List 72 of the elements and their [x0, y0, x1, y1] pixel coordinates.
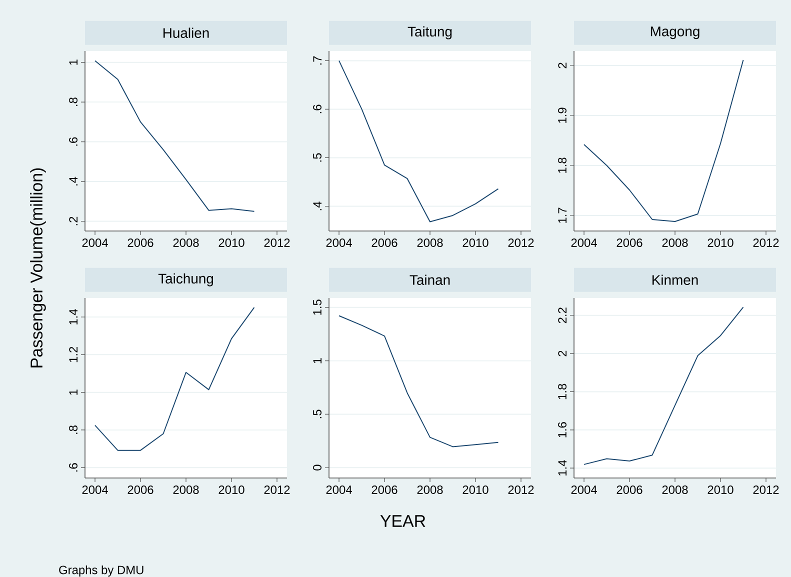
y-tick-label: .5 — [313, 153, 322, 162]
y-tick-label: 2 — [558, 62, 566, 68]
x-tick-label: 2010 — [708, 238, 734, 247]
x-tick-label: 2008 — [173, 486, 199, 494]
x-tick-label: 2012 — [753, 486, 779, 494]
chart-title: Magong — [650, 26, 700, 40]
y-tick-label: 1.4 — [69, 309, 78, 324]
chart-title: Taitung — [408, 26, 452, 40]
x-tick-label: 2004 — [82, 238, 108, 247]
y-tick-label: 1.9 — [558, 108, 566, 123]
x-tick-label: 2004 — [326, 486, 352, 494]
y-tick-label: 1.4 — [558, 460, 566, 476]
x-tick-label: 2012 — [753, 238, 779, 247]
x-tick-label: 2012 — [508, 238, 534, 247]
line-series — [94, 60, 255, 212]
y-tick-label: 1.8 — [558, 158, 566, 173]
x-tick-label: 2004 — [571, 238, 597, 247]
x-tick-label: 2012 — [508, 486, 534, 494]
y-tick-label: .5 — [313, 410, 322, 418]
y-tick-label: 1.5 — [313, 300, 322, 315]
x-tick-label: 2006 — [616, 486, 642, 494]
y-tick-label: 1.8 — [558, 384, 566, 400]
x-tick-label: 2006 — [372, 238, 398, 247]
line-series — [584, 60, 744, 222]
line-series — [338, 315, 499, 448]
y-tick-label: .6 — [69, 137, 78, 146]
chart-title: Tainan — [410, 274, 450, 285]
chart-title: Taichung — [158, 273, 214, 286]
x-tick-label: 2010 — [462, 238, 488, 247]
x-tick-label: 2008 — [662, 238, 688, 247]
y-tick-label: 2.2 — [558, 308, 566, 324]
y-tick-label: 1 — [313, 358, 322, 364]
y-tick-label: 1.2 — [69, 346, 78, 362]
x-tick-label: 2004 — [571, 486, 597, 494]
y-tick-label: 1 — [69, 60, 78, 65]
text: Graphs by DMU — [59, 565, 144, 577]
x-tick-label: 2010 — [218, 486, 244, 494]
y-tick-label: .4 — [313, 202, 322, 210]
x-tick-label: 2006 — [128, 238, 154, 247]
x-tick-label: 2008 — [417, 486, 443, 494]
y-tick-label: 0 — [313, 464, 322, 470]
y-tick-label: .4 — [69, 176, 78, 186]
y-tick-label: .8 — [69, 98, 78, 106]
x-tick-label: 2006 — [616, 238, 642, 247]
y-tick-label: .7 — [313, 56, 322, 65]
x-tick-label: 2008 — [417, 238, 443, 247]
x-axis-title: YEAR — [380, 515, 426, 527]
y-tick-label: .8 — [69, 426, 78, 434]
x-tick-label: 2010 — [218, 238, 244, 247]
line-series — [584, 306, 744, 465]
x-tick-label: 2008 — [173, 238, 199, 247]
chart-title: Kinmen — [652, 274, 698, 285]
y-tick-label: 2 — [558, 350, 566, 356]
x-tick-label: 2012 — [264, 238, 290, 247]
x-tick-label: 2012 — [264, 486, 290, 494]
y-tick-label: .6 — [313, 104, 322, 114]
x-tick-label: 2006 — [372, 486, 398, 494]
x-tick-label: 2006 — [128, 486, 154, 494]
y-tick-label: .6 — [69, 463, 78, 472]
x-tick-label: 2004 — [82, 486, 108, 494]
line-series — [94, 306, 255, 451]
x-tick-label: 2004 — [326, 238, 352, 247]
y-tick-label: 1.7 — [558, 208, 566, 223]
chart-title: Hualien — [163, 28, 209, 38]
x-tick-label: 2008 — [662, 486, 688, 494]
y-tick-label: 1 — [69, 390, 78, 395]
line-series — [338, 60, 499, 222]
y-tick-label: 1.6 — [558, 422, 566, 438]
x-tick-label: 2010 — [708, 486, 734, 494]
y-axis-title: Passenger Volume(million) — [30, 168, 46, 368]
x-tick-label: 2010 — [462, 486, 488, 494]
y-tick-label: .2 — [69, 216, 78, 226]
